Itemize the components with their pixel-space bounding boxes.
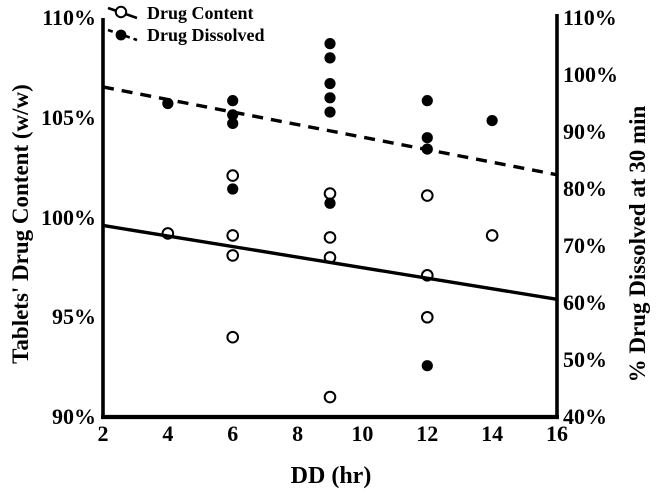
y-right-tick-label: 60% [563, 290, 607, 315]
x-tick-label: 2 [97, 421, 109, 446]
y-right-tick-label: 100% [563, 62, 618, 87]
open-circle-solid-line-icon [107, 5, 138, 20]
data-point-drug-content [226, 249, 240, 262]
x-tick-label: 4 [162, 421, 174, 446]
y-right-tick-label: 90% [563, 119, 607, 144]
x-tick-label: 12 [416, 421, 439, 446]
y-left-tick-label: 95% [52, 304, 96, 330]
data-point-drug-dissolved [324, 52, 336, 64]
data-point-drug-dissolved [486, 115, 498, 127]
data-point-drug-dissolved [324, 77, 336, 90]
data-point-drug-content [226, 330, 240, 344]
y-right-tick-label: 70% [563, 233, 607, 258]
x-tick-label: 10 [351, 421, 374, 446]
y-left-tick-label: 105% [41, 104, 96, 130]
y-right-tick-label: 110% [563, 5, 617, 30]
data-point-drug-dissolved [324, 197, 336, 209]
y-left-tick-label: 90% [52, 404, 96, 429]
data-point-drug-content [420, 189, 434, 202]
data-point-drug-content [323, 231, 337, 244]
y-right-tick-label: 50% [563, 347, 607, 372]
data-point-drug-dissolved [227, 183, 239, 195]
data-point-drug-dissolved [324, 106, 336, 118]
legend-entry-drug-content: Drug Content [106, 2, 265, 24]
data-point-drug-content [226, 169, 240, 182]
drug-dissolved-trend-line [102, 85, 558, 177]
legend: Drug Content Drug Dissolved [106, 2, 265, 46]
data-point-drug-content [323, 187, 337, 200]
x-axis-title: DD (hr) [290, 463, 372, 489]
data-point-drug-dissolved [421, 132, 433, 144]
data-point-drug-dissolved [324, 92, 336, 104]
x-tick-label: 6 [227, 421, 239, 446]
data-point-drug-dissolved [324, 38, 336, 50]
data-point-drug-content [226, 229, 240, 242]
x-tick-label: 8 [292, 421, 304, 446]
legend-label-drug-content: Drug Content [147, 2, 254, 23]
data-point-drug-dissolved [421, 95, 433, 107]
legend-label-drug-dissolved: Drug Dissolved [147, 24, 265, 45]
data-point-drug-content [420, 310, 434, 324]
y-left-tick-label: 110% [42, 5, 96, 30]
data-point-drug-content [485, 229, 499, 242]
data-point-drug-dissolved [421, 360, 433, 372]
x-tick-label: 14 [481, 421, 504, 446]
drug-content-trend-line [102, 223, 558, 301]
data-point-drug-dissolved [227, 117, 239, 130]
data-point-drug-dissolved [227, 95, 239, 107]
filled-circle-dashed-line-icon [107, 28, 138, 42]
y-right-tick-label: 80% [563, 176, 607, 201]
data-point-drug-content [323, 390, 337, 404]
legend-entry-drug-dissolved: Drug Dissolved [106, 24, 265, 46]
y-right-tick-label: 40% [563, 404, 607, 429]
y-left-tick-label: 100% [41, 204, 96, 230]
x-tick-label: 16 [546, 421, 568, 446]
